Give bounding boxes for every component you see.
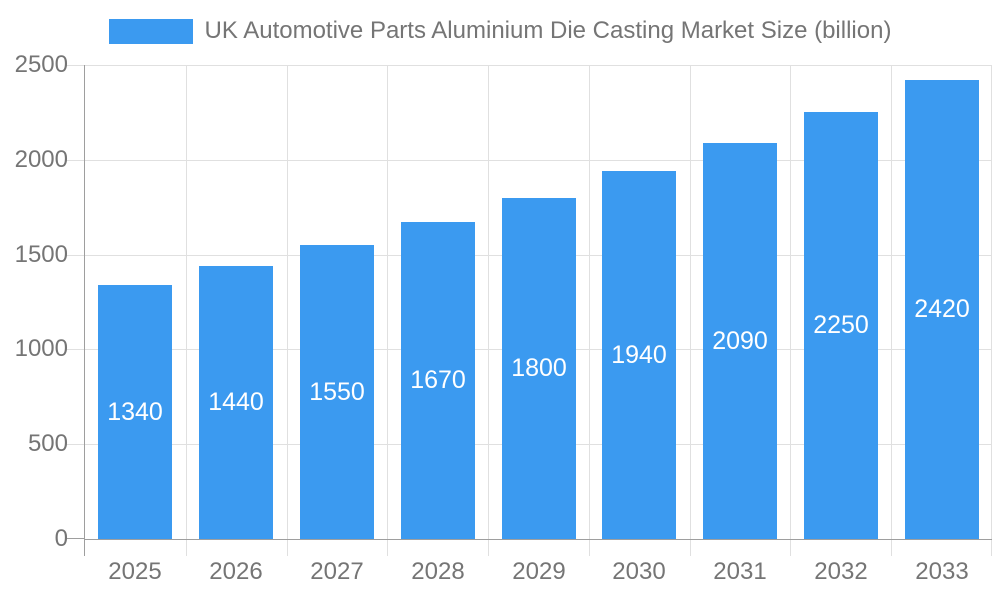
y-tick (67, 160, 84, 161)
x-tick-label: 2032 (814, 558, 868, 585)
x-tick-label: 2029 (512, 558, 566, 585)
bar[interactable]: 1440 (199, 266, 273, 539)
x-tick-label: 2026 (209, 558, 263, 585)
y-tick-label: 2000 (14, 146, 68, 173)
v-gridline (387, 65, 388, 539)
v-gridline (891, 65, 892, 539)
x-axis-labels: 2025 2026 2027 2028 2029 2030 2031 2032 2033 (85, 556, 992, 588)
bar[interactable]: 1550 (300, 245, 374, 539)
bar[interactable]: 2090 (703, 143, 777, 539)
x-tick (991, 540, 992, 556)
x-tick-label: 2030 (612, 558, 666, 585)
v-gridline (991, 65, 992, 539)
x-tick (287, 540, 288, 556)
bar[interactable]: 1800 (502, 198, 576, 539)
bar[interactable]: 2250 (804, 112, 878, 539)
v-gridline (589, 65, 590, 539)
chart-legend[interactable]: UK Automotive Parts Aluminium Die Castin… (0, 16, 1000, 46)
y-tick (67, 444, 84, 445)
bar-value-label: 1440 (208, 388, 264, 416)
x-tick (790, 540, 791, 556)
x-tick (84, 540, 85, 556)
x-tick (387, 540, 388, 556)
x-tick-label: 2027 (310, 558, 364, 585)
y-axis-labels: 0 500 1000 1500 2000 2500 (0, 51, 68, 552)
y-tick-label: 500 (27, 430, 68, 457)
x-tick (589, 540, 590, 556)
y-tick-label: 2500 (14, 51, 68, 78)
bar[interactable]: 1670 (401, 222, 475, 539)
x-tick-label: 2031 (713, 558, 767, 585)
h-gridline (85, 65, 992, 66)
y-tick (67, 255, 84, 256)
y-tick-label: 0 (54, 525, 68, 552)
bar-value-label: 1940 (611, 340, 667, 369)
v-gridline (186, 65, 187, 539)
bar-value-label: 2420 (914, 295, 970, 323)
bar-value-label: 1550 (309, 377, 365, 406)
bar-value-label: 1670 (410, 366, 466, 394)
v-gridline (790, 65, 791, 539)
h-gridline (85, 160, 992, 161)
y-tick (67, 538, 84, 539)
v-gridline (488, 65, 489, 539)
x-tick-label: 2028 (411, 558, 465, 585)
bar[interactable]: 1340 (98, 285, 172, 539)
v-gridline (287, 65, 288, 539)
x-tick (488, 540, 489, 556)
y-tick-label: 1500 (14, 241, 68, 268)
bar-value-label: 1800 (511, 354, 567, 382)
x-tick (690, 540, 691, 556)
chart-title: UK Automotive Parts Aluminium Die Castin… (204, 17, 892, 44)
x-tick (186, 540, 187, 556)
x-tick (891, 540, 892, 556)
bar-value-label: 2250 (813, 311, 869, 339)
x-tick-label: 2025 (108, 558, 162, 585)
y-tick (67, 349, 84, 350)
bar[interactable]: 2420 (905, 80, 979, 539)
bar-value-label: 2090 (712, 326, 768, 355)
legend-swatch (108, 18, 193, 44)
bar-value-label: 1340 (107, 397, 163, 426)
v-gridline (690, 65, 691, 539)
bar[interactable]: 1940 (602, 171, 676, 539)
y-tick-label: 1000 (14, 335, 68, 362)
x-tick-label: 2033 (915, 558, 969, 585)
plot-area: 1340 1440 1550 1670 1800 1940 2090 2250 2420 (67, 65, 992, 556)
y-tick (67, 65, 84, 66)
